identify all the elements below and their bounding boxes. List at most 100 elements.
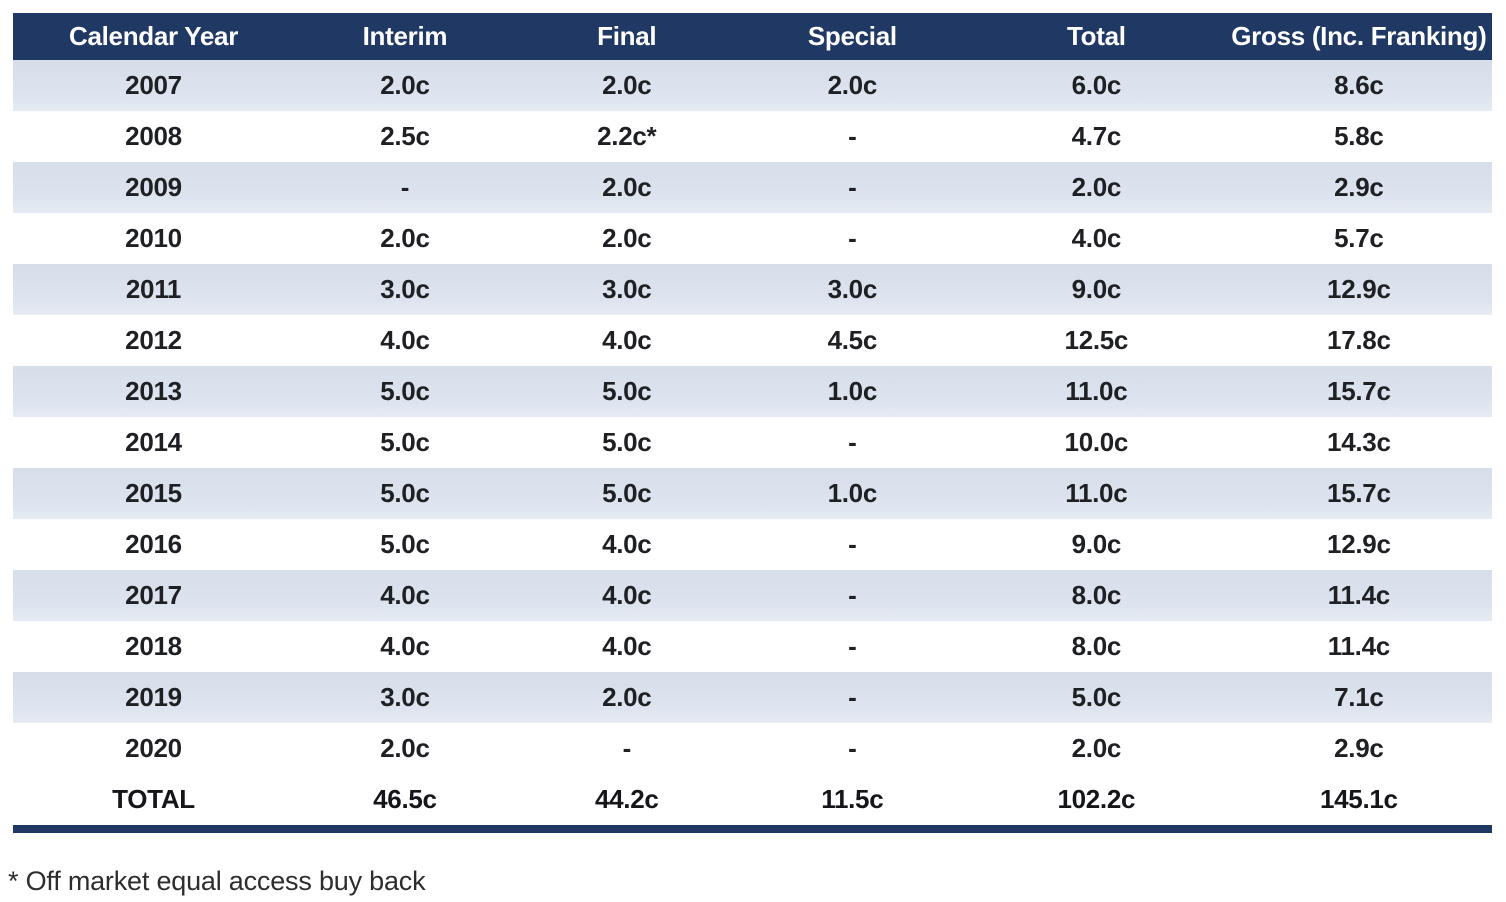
table-row: 2015 5.0c 5.0c 1.0c 11.0c 15.7c bbox=[13, 468, 1492, 519]
table-row: 2013 5.0c 5.0c 1.0c 11.0c 15.7c bbox=[13, 366, 1492, 417]
table-row: 2017 4.0c 4.0c - 8.0c 11.4c bbox=[13, 570, 1492, 621]
cell-gross: 7.1c bbox=[1334, 682, 1384, 712]
cell-total: 9.0c bbox=[1071, 274, 1122, 304]
cell-final: - bbox=[622, 733, 632, 763]
cell-year: 2017 bbox=[125, 580, 182, 610]
cell-gross: 2.9c bbox=[1334, 733, 1384, 763]
table-row: 2007 2.0c 2.0c 2.0c 6.0c 8.6c bbox=[13, 60, 1492, 111]
table-row: 2009 - 2.0c - 2.0c 2.9c bbox=[13, 162, 1492, 213]
cell-year: 2013 bbox=[125, 376, 182, 406]
cell-interim: 2.0c bbox=[380, 70, 430, 100]
table-row: 2014 5.0c 5.0c - 10.0c 14.3c bbox=[13, 417, 1492, 468]
cell-interim: 3.0c bbox=[380, 274, 430, 304]
cell-gross: 5.8c bbox=[1334, 121, 1384, 151]
cell-gross: 12.9c bbox=[1327, 529, 1391, 559]
cell-interim: 2.5c bbox=[380, 121, 430, 151]
cell-total: 8.0c bbox=[1071, 631, 1122, 661]
cell-special: 1.0c bbox=[827, 478, 878, 508]
cell-interim: 5.0c bbox=[380, 376, 430, 406]
cell-total: 2.0c bbox=[1071, 733, 1122, 763]
cell-interim: 2.0c bbox=[380, 733, 430, 763]
cell-year: 2011 bbox=[125, 274, 182, 304]
cell-special: - bbox=[848, 172, 857, 202]
cell-year: 2020 bbox=[125, 733, 182, 763]
cell-total: 10.0c bbox=[1064, 427, 1129, 457]
cell-special: - bbox=[848, 223, 857, 253]
cell-total: 4.0c bbox=[1071, 223, 1122, 253]
cell-final: 2.2c* bbox=[597, 121, 657, 151]
cell-interim: 4.0c bbox=[380, 631, 430, 661]
table-row: 2020 2.0c - - 2.0c 2.9c bbox=[13, 723, 1492, 774]
table-row: 2008 2.5c 2.2c* - 4.7c 5.8c bbox=[13, 111, 1492, 162]
cell-final: 4.0c bbox=[602, 631, 652, 661]
cell-gross: 12.9c bbox=[1327, 274, 1391, 304]
cell-gross: 11.4c bbox=[1327, 580, 1390, 610]
cell-special: - bbox=[848, 733, 857, 763]
cell-total: 102.2c bbox=[1057, 784, 1136, 814]
cell-gross: 5.7c bbox=[1334, 223, 1384, 253]
cell-gross: 17.8c bbox=[1327, 325, 1391, 355]
cell-gross: 14.3c bbox=[1327, 427, 1391, 457]
column-header-final: Final bbox=[597, 21, 657, 51]
cell-special: 2.0c bbox=[827, 70, 878, 100]
cell-special: 3.0c bbox=[827, 274, 878, 304]
cell-special: - bbox=[848, 580, 857, 610]
column-header-total: Total bbox=[1066, 21, 1126, 51]
cell-interim: 4.0c bbox=[380, 580, 430, 610]
column-header-gross: Gross (Inc. Franking) bbox=[1231, 21, 1487, 51]
cell-gross: 2.9c bbox=[1334, 172, 1384, 202]
cell-special: - bbox=[848, 121, 857, 151]
cell-final: 44.2c bbox=[594, 784, 659, 814]
cell-total: 8.0c bbox=[1071, 580, 1122, 610]
table-row: 2011 3.0c 3.0c 3.0c 9.0c 12.9c bbox=[13, 264, 1492, 315]
table-row: 2019 3.0c 2.0c - 5.0c 7.1c bbox=[13, 672, 1492, 723]
cell-interim: 3.0c bbox=[380, 682, 430, 712]
cell-year: 2010 bbox=[125, 223, 182, 253]
cell-year: TOTAL bbox=[112, 784, 195, 814]
cell-total: 11.0c bbox=[1065, 376, 1128, 406]
cell-gross: 145.1c bbox=[1319, 784, 1398, 814]
cell-year: 2009 bbox=[125, 172, 182, 202]
cell-special: - bbox=[848, 631, 857, 661]
cell-final: 5.0c bbox=[602, 478, 652, 508]
cell-year: 2014 bbox=[125, 427, 182, 457]
cell-final: 4.0c bbox=[602, 325, 652, 355]
cell-final: 5.0c bbox=[602, 376, 652, 406]
column-header-calendar-year: Calendar Year bbox=[68, 21, 239, 51]
cell-year: 2018 bbox=[125, 631, 182, 661]
cell-interim: 5.0c bbox=[380, 427, 430, 457]
cell-gross: 11.4c bbox=[1327, 631, 1390, 661]
cell-gross: 15.7c bbox=[1327, 376, 1391, 406]
cell-total: 6.0c bbox=[1071, 70, 1122, 100]
table-body: 2007 2.0c 2.0c 2.0c 6.0c 8.6c 2008 2.5c … bbox=[13, 60, 1492, 825]
cell-final: 2.0c bbox=[602, 682, 652, 712]
cell-final: 2.0c bbox=[602, 172, 652, 202]
cell-final: 2.0c bbox=[602, 70, 652, 100]
cell-gross: 8.6c bbox=[1334, 70, 1384, 100]
cell-special: 4.5c bbox=[827, 325, 878, 355]
dividend-history-table: Calendar Year Interim Final Special Tota… bbox=[13, 13, 1492, 833]
cell-interim: 5.0c bbox=[380, 529, 430, 559]
cell-total: 11.0c bbox=[1065, 478, 1128, 508]
column-header-interim: Interim bbox=[362, 21, 448, 51]
cell-year: 2008 bbox=[125, 121, 182, 151]
cell-interim: 2.0c bbox=[380, 223, 430, 253]
cell-total: 12.5c bbox=[1064, 325, 1129, 355]
cell-special: - bbox=[848, 529, 857, 559]
cell-special: 1.0c bbox=[827, 376, 878, 406]
cell-year: 2012 bbox=[125, 325, 182, 355]
cell-total: 4.7c bbox=[1071, 121, 1122, 151]
cell-total: 2.0c bbox=[1071, 172, 1122, 202]
table-row: 2016 5.0c 4.0c - 9.0c 12.9c bbox=[13, 519, 1492, 570]
cell-year: 2016 bbox=[125, 529, 182, 559]
column-header-special: Special bbox=[807, 21, 897, 51]
table-header-row: Calendar Year Interim Final Special Tota… bbox=[13, 13, 1492, 60]
cell-gross: 15.7c bbox=[1327, 478, 1391, 508]
cell-interim: 4.0c bbox=[380, 325, 430, 355]
cell-final: 3.0c bbox=[602, 274, 652, 304]
cell-special: - bbox=[848, 427, 857, 457]
cell-special: - bbox=[848, 682, 857, 712]
cell-total: 5.0c bbox=[1071, 682, 1122, 712]
cell-year: 2019 bbox=[125, 682, 182, 712]
footnote-text: * Off market equal access buy back bbox=[8, 866, 426, 896]
